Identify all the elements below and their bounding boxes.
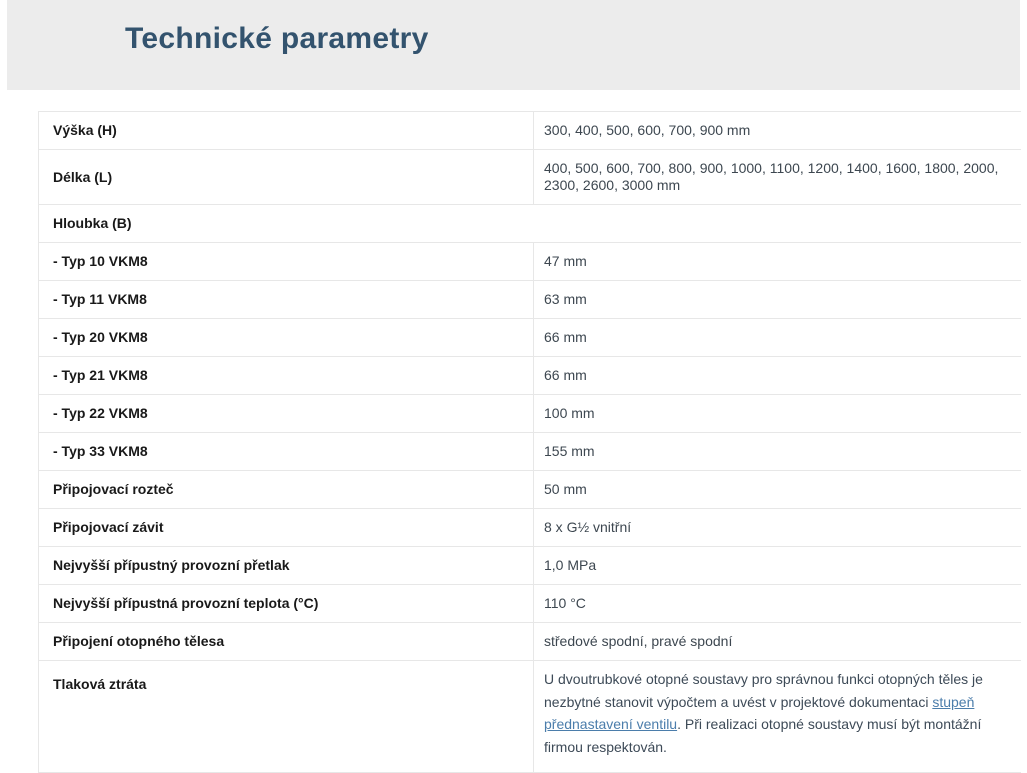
param-value: 66 mm (533, 318, 1021, 357)
table-row-pressure-loss: Tlaková ztráta U dvoutrubkové otopné sou… (38, 660, 1021, 773)
param-label: Připojovací rozteč (38, 470, 534, 509)
table-row: - Typ 21 VKM8 66 mm (38, 356, 1021, 395)
page-container: Technické parametry Výška (H) 300, 400, … (7, 0, 1021, 773)
param-value: 110 °C (533, 584, 1021, 623)
param-value: U dvoutrubkové otopné soustavy pro správ… (533, 660, 1021, 773)
table-row: - Typ 20 VKM8 66 mm (38, 318, 1021, 357)
param-value: 400, 500, 600, 700, 800, 900, 1000, 1100… (533, 149, 1021, 205)
param-label: Připojovací závit (38, 508, 534, 547)
technical-parameters-table: Výška (H) 300, 400, 500, 600, 700, 900 m… (38, 111, 1021, 773)
param-label: - Typ 22 VKM8 (38, 394, 534, 433)
page-title: Technické parametry (125, 22, 429, 55)
param-label: Nejvyšší přípustná provozní teplota (°C) (38, 584, 534, 623)
param-label: Nejvyšší přípustný provozní přetlak (38, 546, 534, 585)
param-label: Připojení otopného tělesa (38, 622, 534, 661)
pressure-loss-text-part: . Při realizaci otopné soustavy musí být… (544, 716, 982, 755)
param-value: středové spodní, pravé spodní (533, 622, 1021, 661)
table-row: Připojení otopného tělesa středové spodn… (38, 622, 1021, 661)
param-label: Délka (L) (38, 149, 534, 205)
param-label: - Typ 10 VKM8 (38, 242, 534, 281)
table-row: - Typ 11 VKM8 63 mm (38, 280, 1021, 319)
param-label: Výška (H) (38, 111, 534, 150)
table-row: - Typ 10 VKM8 47 mm (38, 242, 1021, 281)
table-row: Nejvyšší přípustná provozní teplota (°C)… (38, 584, 1021, 623)
valve-preset-link[interactable]: stupeň přednastavení ventilu (544, 693, 975, 733)
pressure-loss-text-part: U dvoutrubkové otopné soustavy pro správ… (544, 671, 983, 710)
param-label: - Typ 33 VKM8 (38, 432, 534, 471)
param-label: - Typ 21 VKM8 (38, 356, 534, 395)
param-value: 47 mm (533, 242, 1021, 281)
param-value: 50 mm (533, 470, 1021, 509)
param-value: 300, 400, 500, 600, 700, 900 mm (533, 111, 1021, 150)
param-label: - Typ 20 VKM8 (38, 318, 534, 357)
param-section-label: Hloubka (B) (38, 204, 1021, 243)
param-value: 66 mm (533, 356, 1021, 395)
table-row: Připojovací rozteč 50 mm (38, 470, 1021, 509)
table-row: Výška (H) 300, 400, 500, 600, 700, 900 m… (38, 111, 1021, 150)
param-value: 63 mm (533, 280, 1021, 319)
pressure-loss-text: U dvoutrubkové otopné soustavy pro správ… (544, 668, 1011, 758)
param-label: Tlaková ztráta (38, 660, 534, 773)
table-row: Délka (L) 400, 500, 600, 700, 800, 900, … (38, 149, 1021, 205)
section-header-band: Technické parametry (7, 0, 1020, 90)
table-row-section: Hloubka (B) (38, 204, 1021, 243)
table-row: - Typ 33 VKM8 155 mm (38, 432, 1021, 471)
param-value: 1,0 MPa (533, 546, 1021, 585)
table-row: Nejvyšší přípustný provozní přetlak 1,0 … (38, 546, 1021, 585)
param-value: 8 x G½ vnitřní (533, 508, 1021, 547)
param-label: - Typ 11 VKM8 (38, 280, 534, 319)
table-row: - Typ 22 VKM8 100 mm (38, 394, 1021, 433)
param-value: 100 mm (533, 394, 1021, 433)
param-value: 155 mm (533, 432, 1021, 471)
table-row: Připojovací závit 8 x G½ vnitřní (38, 508, 1021, 547)
